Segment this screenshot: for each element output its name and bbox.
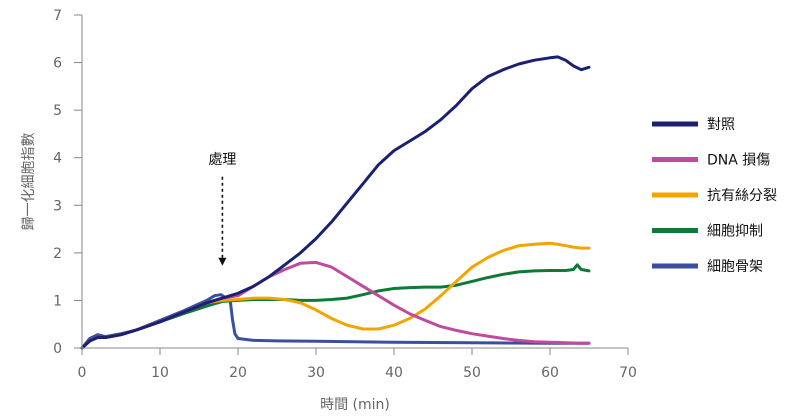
legend-label: 細胞骨架: [707, 259, 763, 275]
legend-label: DNA 損傷: [707, 153, 770, 169]
y-tick-label: 4: [53, 151, 62, 167]
legend-label: 細胞抑制: [707, 224, 763, 240]
series-line: [80, 260, 591, 350]
legend-item: 細胞抑制: [652, 224, 763, 240]
x-tick-label: 60: [541, 365, 559, 381]
series-line: [80, 55, 591, 350]
y-tick-label: 7: [53, 8, 62, 24]
legend-item: DNA 損傷: [652, 153, 770, 169]
legend-item: 細胞骨架: [652, 259, 763, 275]
treatment-annotation: 處理: [208, 152, 236, 266]
x-tick-label: 70: [619, 365, 637, 381]
annotation-label: 處理: [208, 152, 236, 168]
annotation-arrowhead: [218, 257, 227, 266]
legend-label: 抗有絲分裂: [707, 188, 777, 204]
legend-label: 對照: [707, 117, 735, 133]
legend-item: 對照: [652, 117, 735, 133]
series-line: [80, 241, 591, 350]
legend-item: 抗有絲分裂: [652, 188, 777, 204]
y-tick-label: 5: [53, 103, 62, 119]
x-axis-ticks: 0 10 20 30 40 50 60 70: [78, 348, 637, 381]
x-tick-label: 50: [463, 365, 481, 381]
x-tick-label: 10: [151, 365, 169, 381]
x-tick-label: 0: [78, 365, 87, 381]
y-tick-label: 3: [53, 198, 62, 214]
plot-area: 0 1 2 3 4 5 6 7 0 10 20 30 40 50 60 70: [53, 8, 637, 381]
x-tick-label: 30: [307, 365, 325, 381]
x-axis-title: 時間 (min): [320, 397, 390, 413]
y-tick-label: 1: [53, 293, 62, 309]
series-lines: [80, 55, 591, 350]
y-axis-ticks: 0 1 2 3 4 5 6 7: [53, 8, 82, 357]
y-axis-title: 歸一化細胞指數: [20, 133, 37, 231]
y-tick-label: 0: [53, 341, 62, 357]
y-tick-label: 2: [53, 246, 62, 262]
x-tick-label: 20: [229, 365, 247, 381]
x-tick-label: 40: [385, 365, 403, 381]
series-line: [80, 263, 591, 350]
y-tick-label: 6: [53, 56, 62, 72]
legend: 對照 DNA 損傷 抗有絲分裂 細胞抑制 細胞骨架: [652, 117, 777, 275]
